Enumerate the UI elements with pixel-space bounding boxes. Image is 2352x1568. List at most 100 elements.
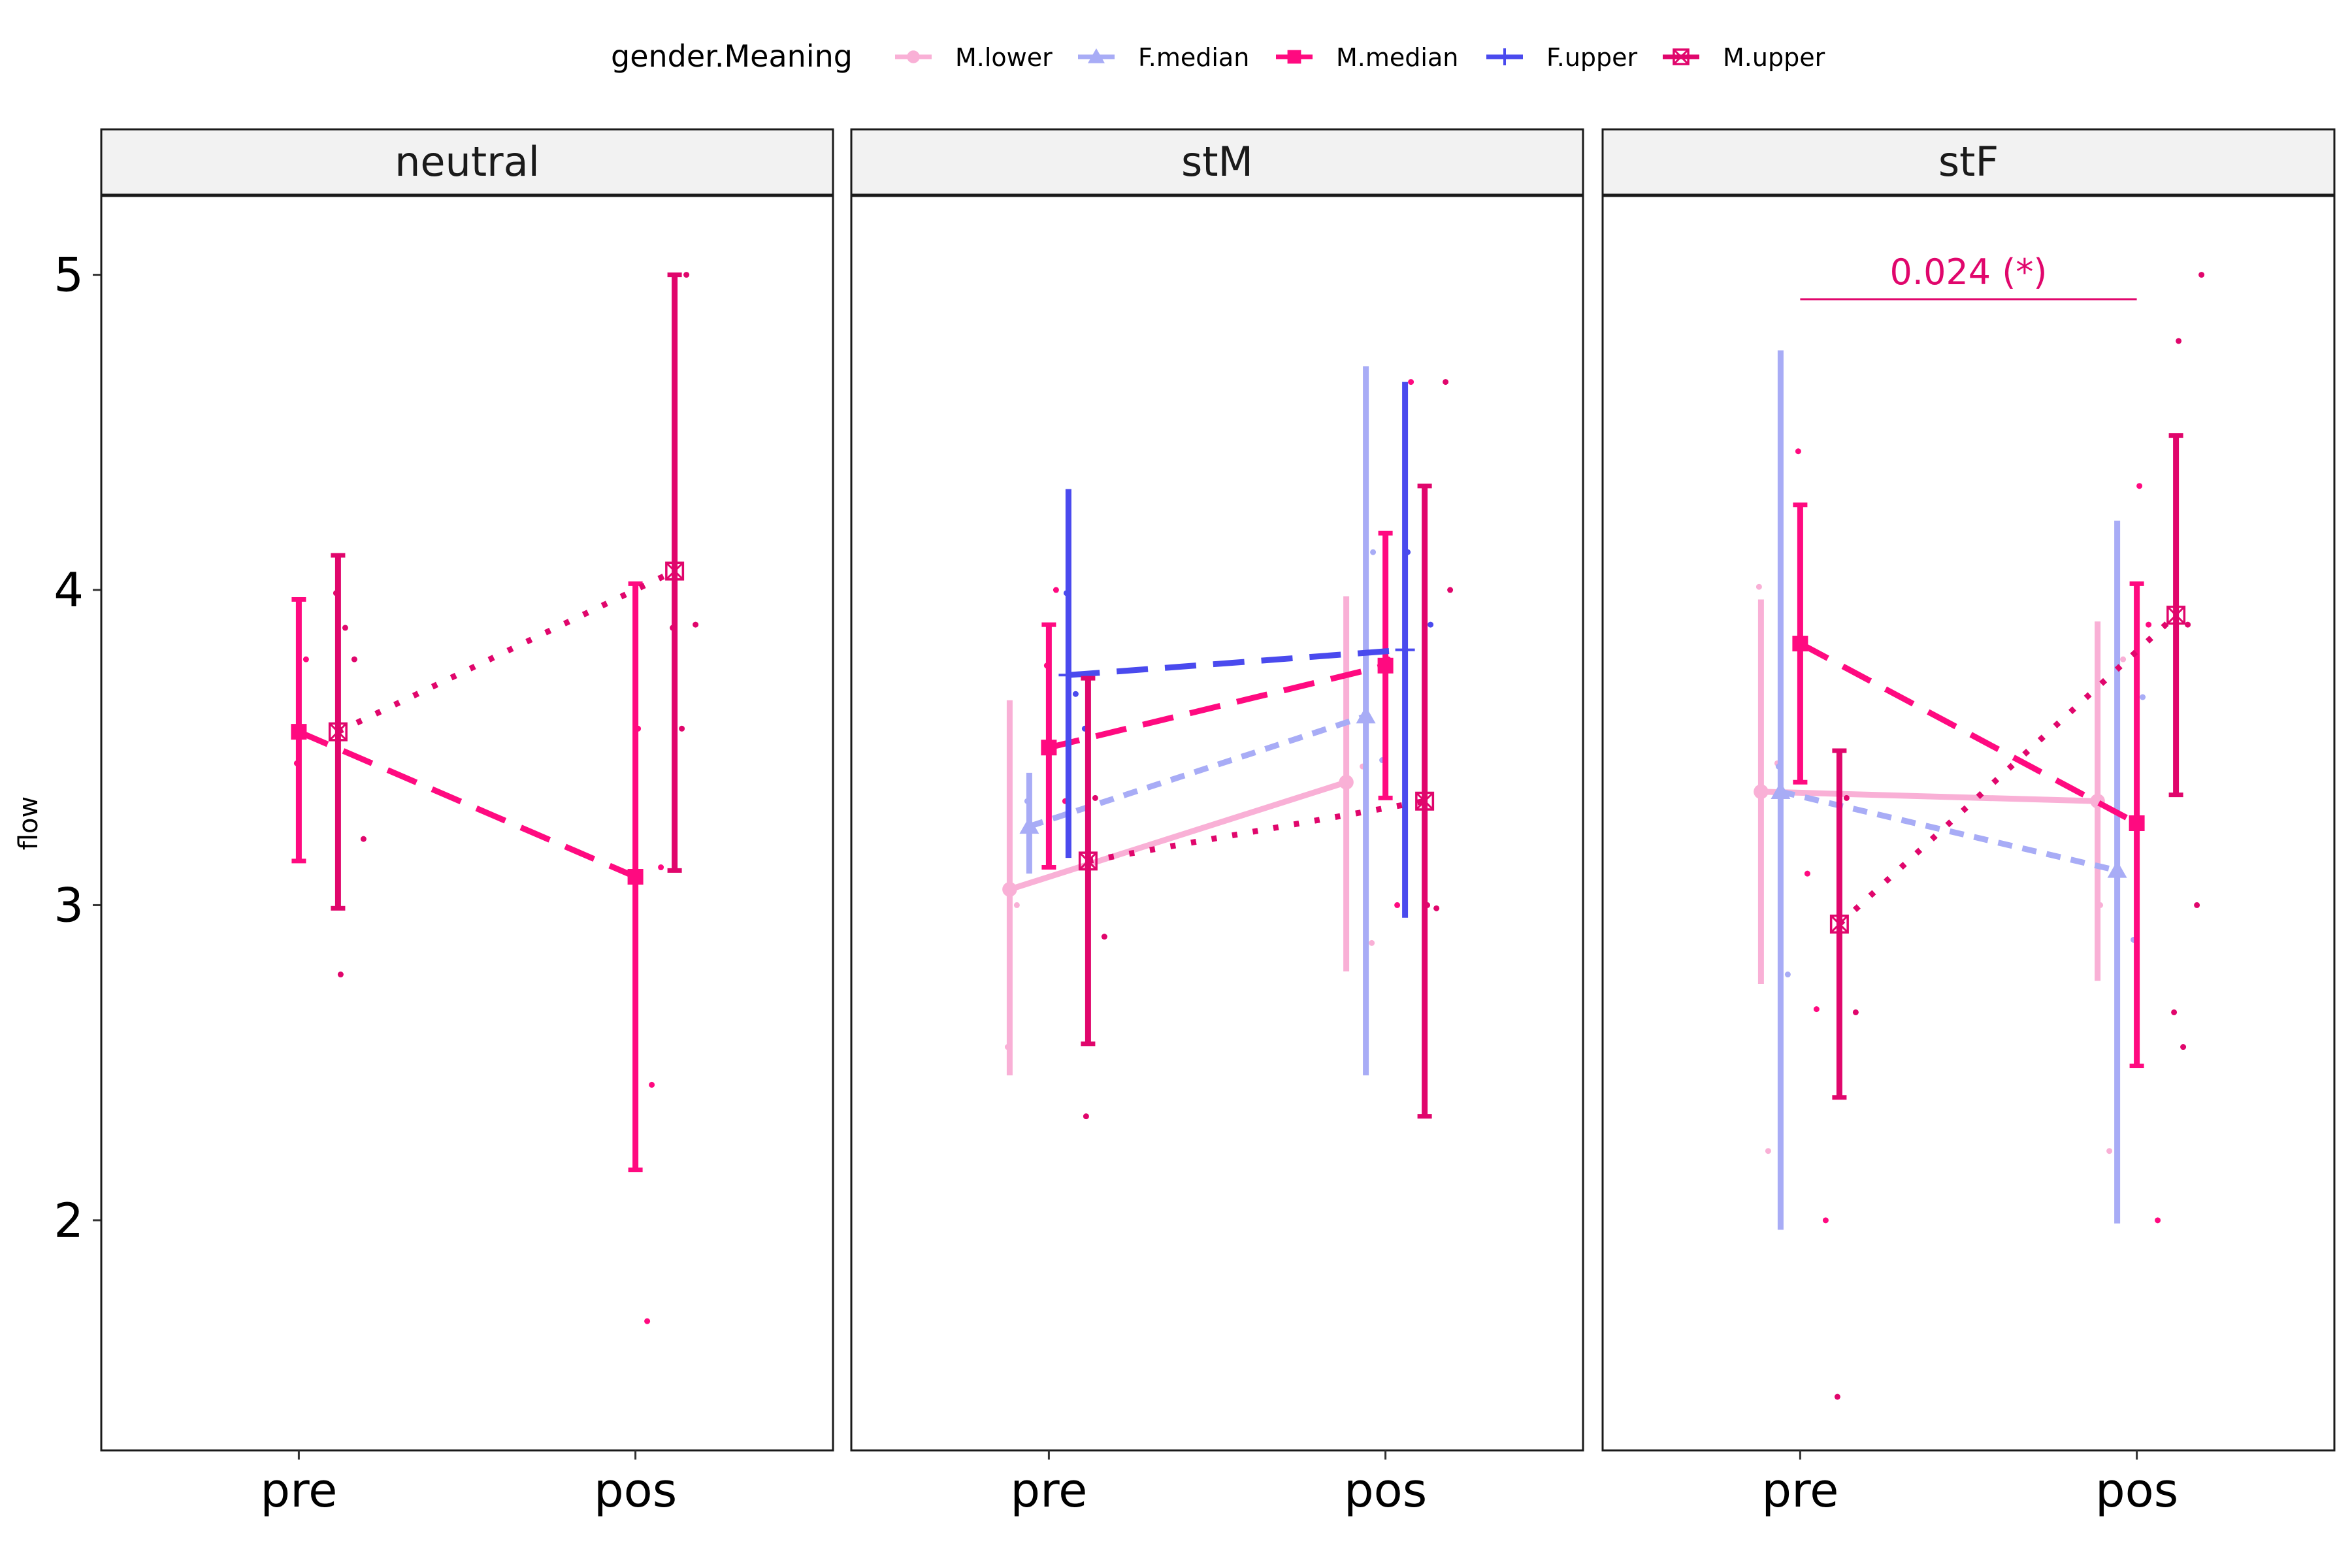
- data-point: [1053, 587, 1059, 593]
- data-point: [1013, 902, 1020, 908]
- mean-marker: [1019, 816, 1039, 834]
- data-point: [360, 836, 367, 842]
- data-point: [1447, 587, 1454, 593]
- mean-line: [297, 728, 637, 880]
- data-point: [1072, 691, 1079, 697]
- y-tick-label: 5: [54, 248, 84, 302]
- data-point: [337, 972, 344, 978]
- data-point: [351, 656, 357, 662]
- data-point: [2136, 483, 2143, 489]
- legend-item-f-upper: F.upper: [1486, 43, 1638, 72]
- legend-label: F.median: [1138, 43, 1249, 72]
- legend-item-m-upper: M.upper: [1663, 43, 1825, 72]
- panel-frame: [1601, 195, 2336, 1452]
- mean-marker: [2166, 606, 2186, 625]
- data-point: [1369, 939, 1375, 946]
- strip-background: [1601, 128, 2336, 196]
- data-point: [1765, 1148, 1771, 1154]
- data-point: [1428, 621, 1434, 628]
- strip-label: neutral: [395, 138, 540, 186]
- strip-label: stM: [1181, 138, 1253, 186]
- strip-background: [100, 128, 834, 196]
- data-point: [2198, 272, 2205, 278]
- mean-marker: [1339, 775, 1354, 790]
- legend-key-marker: [907, 50, 920, 63]
- data-point: [1795, 448, 1801, 455]
- panel-frame: [100, 195, 834, 1452]
- mean-marker: [665, 561, 685, 581]
- legend-title: gender.Meaning: [611, 39, 853, 74]
- data-point: [1843, 794, 1850, 801]
- data-point: [302, 656, 309, 662]
- mean-line: [1087, 798, 1426, 864]
- data-point: [2106, 1148, 2113, 1154]
- data-point: [1804, 870, 1810, 877]
- mean-marker: [1415, 791, 1435, 811]
- legend-item-m-median: M.median: [1276, 43, 1458, 72]
- legend: gender.Meaning M.lower F.median M.median F.u…: [611, 39, 1825, 74]
- data-point: [1101, 934, 1107, 940]
- legend-key-marker: [1088, 48, 1105, 63]
- legend-key-marker: [1673, 48, 1690, 65]
- legend-label: M.lower: [955, 43, 1053, 72]
- mean-marker: [1377, 657, 1394, 674]
- data-point: [2171, 1009, 2178, 1015]
- data-point: [1834, 1394, 1840, 1400]
- significance-annotation: 0.024 (*): [1800, 252, 2137, 301]
- mean-marker: [2107, 860, 2127, 878]
- panel-stM: stM pre pos: [850, 128, 1584, 1518]
- legend-label: M.upper: [1723, 43, 1825, 72]
- data-point: [1443, 379, 1449, 385]
- panel-neutral: neutral pre pos: [100, 128, 834, 1518]
- data-point: [693, 621, 699, 628]
- legend-item-f-median: F.median: [1078, 43, 1249, 72]
- data-point: [1092, 794, 1098, 801]
- series-m-median: [1041, 379, 1414, 908]
- panels: neutral pre pos stM pre pos stF pre pos 0.024 (*): [100, 128, 2336, 1518]
- y-tick-label: 4: [54, 563, 84, 617]
- mean-line: [1837, 613, 2178, 926]
- mean-line: [1009, 779, 1347, 892]
- x-tick-label: pos: [2095, 1463, 2178, 1518]
- y-tick-label: 2: [54, 1193, 84, 1248]
- series-m-lower: [1002, 596, 1375, 1075]
- significance-label: 0.024 (*): [1890, 252, 2048, 293]
- legend-key-marker: [1287, 50, 1301, 64]
- y-axis-title: flow: [14, 796, 44, 850]
- data-point: [1433, 905, 1440, 911]
- x-tick-label: pre: [1010, 1463, 1087, 1518]
- series-m-median: [1792, 448, 2161, 1224]
- data-point: [1394, 902, 1401, 908]
- data-point: [1370, 549, 1377, 555]
- data-point: [2146, 621, 2152, 628]
- mean-marker: [1771, 781, 1791, 800]
- series-m-upper: [1078, 379, 1454, 1120]
- series-m-lower: [1754, 583, 2127, 1154]
- y-axis: 2 3 4 5 flow: [14, 248, 101, 1248]
- data-point: [2185, 621, 2191, 628]
- data-point: [2120, 656, 2127, 662]
- x-tick-label: pos: [1344, 1463, 1427, 1518]
- data-point: [683, 272, 690, 278]
- data-point: [644, 1318, 651, 1324]
- strip-background: [850, 128, 1584, 196]
- mean-marker: [1041, 740, 1057, 756]
- mean-marker: [1356, 706, 1376, 724]
- panel-stF: stF pre pos 0.024 (*): [1601, 128, 2336, 1518]
- mean-line: [1761, 789, 2098, 804]
- data-point: [658, 864, 664, 871]
- legend-item-m-lower: M.lower: [895, 43, 1053, 72]
- data-point: [1784, 972, 1791, 978]
- mean-marker: [1078, 851, 1098, 871]
- series-f-upper: [1058, 382, 1434, 918]
- data-point: [679, 725, 685, 732]
- x-tick-label: pre: [260, 1463, 337, 1518]
- data-point: [342, 625, 348, 631]
- mean-marker: [2129, 815, 2145, 831]
- data-point: [1408, 379, 1414, 385]
- series-m-upper: [1829, 272, 2205, 1400]
- data-point: [1822, 1217, 1829, 1224]
- mean-marker: [1395, 640, 1415, 660]
- series-m-median: [291, 581, 664, 1324]
